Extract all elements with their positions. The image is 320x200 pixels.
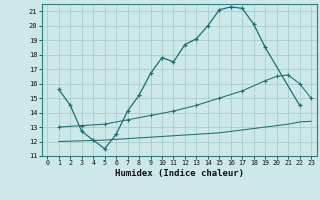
- X-axis label: Humidex (Indice chaleur): Humidex (Indice chaleur): [115, 169, 244, 178]
